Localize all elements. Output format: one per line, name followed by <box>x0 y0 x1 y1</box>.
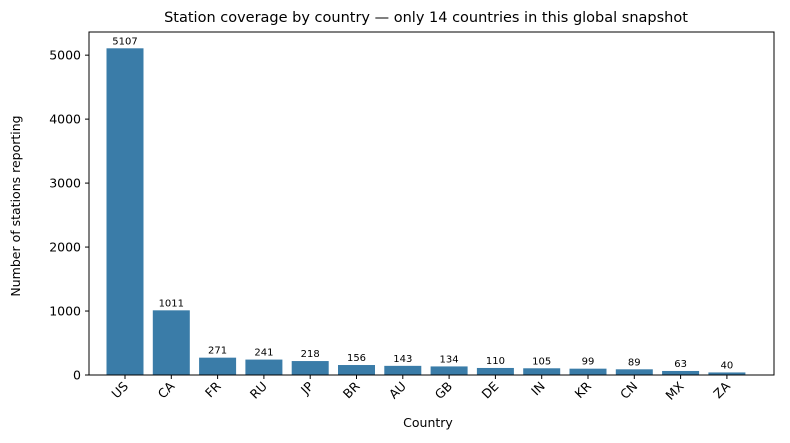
bar-mx <box>662 370 700 375</box>
x-tick-label-us: US <box>108 378 131 401</box>
bar-cn <box>615 369 653 375</box>
x-tick-label-ca: CA <box>155 378 178 401</box>
bars-layer <box>106 48 746 375</box>
data-label-us: 5107 <box>112 36 137 47</box>
x-tick-label-au: AU <box>386 379 409 402</box>
y-tick-label-5000: 5000 <box>49 48 81 63</box>
data-label-jp: 218 <box>301 349 320 360</box>
bar-au <box>384 365 422 375</box>
y-axis-label: Number of stations reporting <box>8 115 23 296</box>
x-tick-label-ru: RU <box>247 379 270 402</box>
x-axis-label: Country <box>403 415 453 430</box>
y-tick-label-3000: 3000 <box>49 176 81 191</box>
bar-jp <box>291 361 329 375</box>
data-label-gb: 134 <box>440 354 459 365</box>
bar-ca <box>152 310 190 375</box>
bar-za <box>708 372 746 375</box>
x-tick-label-jp: JP <box>297 378 317 398</box>
data-label-cn: 89 <box>628 357 641 368</box>
data-label-br: 156 <box>347 353 366 364</box>
x-tick-label-cn: CN <box>617 379 640 402</box>
data-labels-layer: 5107 1011 271 241 218 156 143 134 110 105 99 89 63 40 <box>112 36 733 371</box>
bar-kr <box>569 368 607 375</box>
bar-in <box>523 368 561 375</box>
data-label-de: 110 <box>486 356 505 367</box>
y-axis: 0 1000 2000 3000 4000 5000 <box>49 48 89 383</box>
bar-de <box>476 367 514 375</box>
x-tick-label-in: IN <box>528 379 548 399</box>
y-tick-label-1000: 1000 <box>49 304 81 319</box>
y-tick-label-2000: 2000 <box>49 240 81 255</box>
x-tick-label-za: ZA <box>710 378 733 401</box>
data-label-za: 40 <box>721 360 734 371</box>
y-tick-label-4000: 4000 <box>49 112 81 127</box>
chart-title: Station coverage by country — only 14 co… <box>164 10 688 26</box>
x-axis: US CA FR RU JP BR AU GB DE IN KR CN MX ZA <box>108 375 733 403</box>
bar-br <box>338 365 375 375</box>
plot-frame <box>88 31 775 376</box>
x-tick-label-br: BR <box>340 378 363 401</box>
bar-gb <box>430 366 468 375</box>
data-label-fr: 271 <box>208 346 227 357</box>
x-tick-label-kr: KR <box>572 378 595 401</box>
bar-ru <box>245 359 283 375</box>
y-tick-label-0: 0 <box>73 368 81 383</box>
x-tick-label-gb: GB <box>432 379 456 403</box>
bar-fr <box>199 357 237 375</box>
data-label-mx: 63 <box>674 359 687 370</box>
data-label-ca: 1011 <box>159 298 184 309</box>
data-label-in: 105 <box>532 356 551 367</box>
data-label-kr: 99 <box>582 357 595 368</box>
bar-us <box>106 48 144 375</box>
data-label-au: 143 <box>393 354 412 365</box>
x-tick-label-mx: MX <box>662 378 687 403</box>
x-tick-label-de: DE <box>479 378 502 401</box>
x-tick-label-fr: FR <box>202 378 224 400</box>
data-label-ru: 241 <box>254 348 273 359</box>
